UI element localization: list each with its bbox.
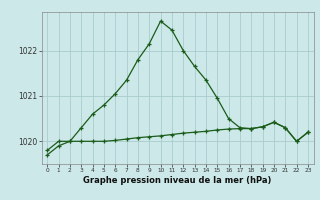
X-axis label: Graphe pression niveau de la mer (hPa): Graphe pression niveau de la mer (hPa): [84, 176, 272, 185]
